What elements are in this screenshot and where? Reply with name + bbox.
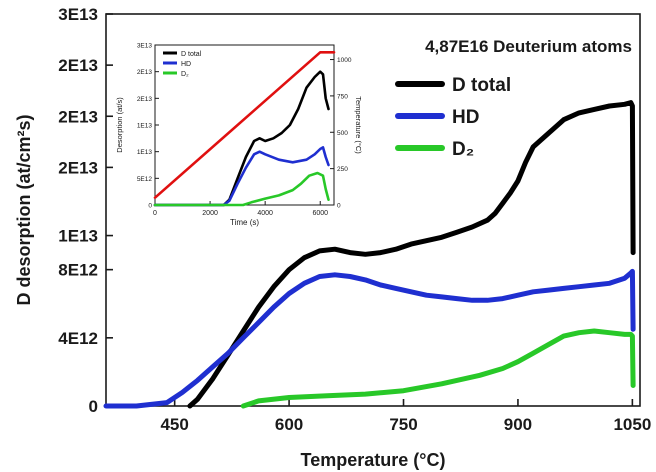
inset-series-line-d- — [153, 171, 330, 207]
y-tick-label: 2E13 — [58, 107, 98, 126]
series-line-d- — [240, 328, 636, 409]
inset-y-tick-label: 1E13 — [137, 123, 153, 130]
inset-legend-label: D₂ — [181, 71, 189, 78]
series-line-d-total — [187, 100, 636, 409]
series-line-hd — [103, 268, 636, 409]
inset-y2-tick-label: 750 — [337, 93, 348, 100]
inset-y-tick-label: 2E13 — [137, 96, 153, 103]
plot-frame — [105, 13, 641, 407]
y-axis-label: D desorption (at/cm²s) — [14, 114, 34, 305]
inset-legend-label: D total — [181, 51, 202, 58]
inset-y-tick-label: 1E13 — [137, 149, 153, 156]
inset-series-line-temperature — [153, 50, 336, 199]
inset-y2-tick-label: 0 — [337, 203, 341, 210]
annotation-atoms: 4,87E16 Deuterium atoms — [425, 37, 632, 56]
inset-y-axis-label: Desorption (at/s) — [115, 97, 124, 153]
inset-y-tick-label: 5E12 — [137, 176, 153, 183]
legend-label: D total — [452, 75, 511, 96]
legend-label: HD — [452, 107, 479, 128]
inset-x-tick-label: 6000 — [312, 210, 328, 217]
y-tick-label: 8E12 — [58, 261, 98, 280]
y-tick-label: 1E13 — [58, 227, 98, 246]
y-tick-label: 3E13 — [58, 5, 98, 24]
y-tick-label: 0 — [89, 397, 98, 416]
y-tick-label: 4E12 — [58, 329, 98, 348]
inset-legend-label: HD — [181, 61, 191, 68]
inset-x-tick-label: 4000 — [257, 210, 273, 217]
inset-series-line-hd — [153, 146, 330, 207]
inset-x-tick-label: 2000 — [202, 210, 218, 217]
inset-y-tick-label: 2E13 — [137, 69, 153, 76]
inset-y2-tick-label: 1000 — [337, 57, 352, 64]
x-tick-label: 1050 — [613, 415, 651, 434]
y-tick-label: 2E13 — [58, 56, 98, 75]
y-tick-label: 2E13 — [58, 158, 98, 177]
inset-series-line-d-total — [153, 70, 330, 207]
x-tick-label: 750 — [389, 415, 417, 434]
inset-y-tick-label: 0 — [148, 203, 152, 210]
x-axis-label: Temperature (°C) — [301, 450, 446, 470]
inset-y-tick-label: 3E13 — [137, 43, 153, 50]
inset-chart: 0 2000 4000 6000 0 5E12 1E13 1E13 2E13 2E13 3E13 0 2… — [113, 35, 372, 233]
x-tick-label: 450 — [160, 415, 188, 434]
x-tick-label: 900 — [504, 415, 532, 434]
inset-x-tick-label: 0 — [153, 210, 157, 217]
inset-y2-axis-label: Temperature (°C) — [354, 96, 363, 154]
x-tick-label: 600 — [275, 415, 303, 434]
main-chart: 450 600 750 900 1050 0 4E12 8E12 1E13 2E13 2E13 2E1… — [14, 5, 651, 470]
legend-label: D₂ — [452, 139, 474, 160]
inset-x-axis-label: Time (s) — [230, 218, 259, 227]
inset-y2-tick-label: 250 — [337, 166, 348, 173]
inset-y2-tick-label: 500 — [337, 130, 348, 137]
